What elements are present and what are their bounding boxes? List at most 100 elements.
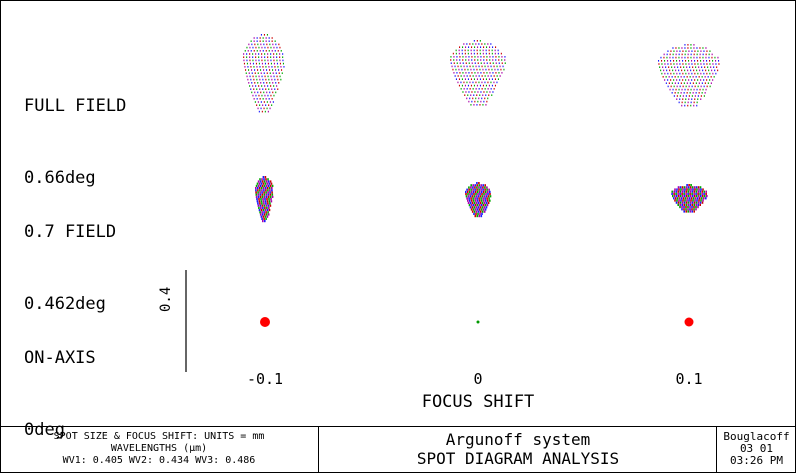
spot-ray bbox=[702, 88, 704, 91]
spot-ray bbox=[487, 201, 490, 204]
spot-ray bbox=[677, 203, 679, 206]
spot-ray bbox=[697, 63, 699, 65]
spot-ray bbox=[250, 88, 252, 90]
spot-ray bbox=[279, 62, 281, 65]
spot-ray bbox=[468, 204, 471, 207]
spot-ray bbox=[269, 193, 272, 196]
spot-ray bbox=[679, 85, 681, 88]
spot-ray bbox=[491, 52, 493, 55]
spot-ray bbox=[688, 72, 690, 75]
spot-ray bbox=[484, 186, 486, 189]
spot-ray bbox=[483, 72, 485, 74]
spot-ray bbox=[480, 208, 483, 211]
spot-ray bbox=[664, 79, 666, 81]
spot-ray bbox=[464, 49, 466, 52]
spot-ray bbox=[709, 85, 711, 88]
spot-ray bbox=[474, 188, 476, 191]
spot-ray bbox=[718, 60, 720, 62]
spot-ray bbox=[715, 60, 717, 62]
spot-ray bbox=[679, 50, 681, 52]
spot-ray bbox=[266, 72, 268, 74]
spot-ray bbox=[271, 195, 274, 198]
spot-ray bbox=[477, 199, 479, 202]
spot-ray bbox=[489, 56, 491, 58]
spot-ray bbox=[479, 49, 481, 52]
spot-ray bbox=[695, 201, 698, 204]
spot-ray bbox=[262, 182, 265, 185]
spot-ray bbox=[461, 52, 463, 55]
spot-ray bbox=[674, 82, 676, 84]
spot-ray bbox=[258, 198, 260, 201]
spot-ray bbox=[266, 69, 268, 71]
spot-ray bbox=[699, 56, 701, 59]
spot-ray bbox=[459, 62, 461, 64]
spot-ray bbox=[703, 50, 705, 52]
spot-ray bbox=[486, 72, 488, 74]
spot-ray bbox=[476, 186, 478, 189]
spot-ray bbox=[453, 72, 455, 74]
spot-ray bbox=[480, 204, 483, 207]
spot-ray bbox=[681, 53, 683, 56]
spot-ray bbox=[268, 66, 270, 68]
spot-ray bbox=[471, 199, 473, 202]
spot-ray bbox=[694, 95, 696, 97]
spot-ray bbox=[470, 78, 472, 80]
spot-ray bbox=[243, 56, 245, 58]
spot-ray bbox=[252, 94, 254, 97]
spot-ray bbox=[673, 72, 675, 75]
spot-ray bbox=[678, 53, 680, 56]
spot-ray bbox=[474, 72, 476, 74]
spot-ray bbox=[687, 208, 689, 211]
spot-ray bbox=[477, 62, 479, 64]
spot-ray bbox=[470, 208, 473, 211]
spot-ray bbox=[689, 76, 691, 78]
spot-ray bbox=[259, 202, 261, 205]
spot-ray bbox=[257, 101, 259, 103]
spot-ray bbox=[461, 84, 463, 87]
spot-ray bbox=[266, 200, 269, 203]
spot-ray bbox=[468, 62, 470, 64]
spot-ray bbox=[264, 85, 266, 87]
spot-ray bbox=[259, 50, 261, 52]
spot-ray bbox=[701, 201, 704, 204]
spot-ray bbox=[469, 97, 471, 100]
spot-ray bbox=[471, 100, 473, 103]
spot-ray bbox=[673, 63, 675, 65]
spot-ray bbox=[257, 204, 260, 207]
spot-ray bbox=[477, 210, 480, 213]
spot-ray bbox=[246, 53, 248, 55]
row-angle: 0.66deg bbox=[24, 168, 96, 188]
row-label-07-field: 0.7 FIELD 0.462deg bbox=[24, 172, 116, 364]
spot-ray bbox=[712, 60, 714, 62]
spot-ray bbox=[256, 198, 258, 201]
spot-ray bbox=[264, 94, 266, 97]
spot-ray bbox=[255, 53, 257, 55]
spot-ray bbox=[484, 188, 486, 191]
spot-ray bbox=[480, 184, 482, 187]
spot-ray bbox=[469, 81, 471, 84]
spot-ray bbox=[679, 186, 682, 189]
spot-ray bbox=[277, 78, 279, 81]
spot-ray bbox=[693, 208, 695, 211]
spot-ray bbox=[495, 72, 497, 74]
spot-ray bbox=[489, 91, 491, 93]
spot-ray bbox=[274, 88, 276, 90]
spot-ray bbox=[277, 50, 279, 52]
spot-ray bbox=[248, 72, 250, 74]
spot-ray bbox=[706, 60, 708, 62]
spot-ray bbox=[267, 46, 269, 49]
spot-ray bbox=[474, 91, 476, 93]
spot-ray bbox=[259, 98, 261, 100]
spot-ray bbox=[481, 97, 483, 100]
spot-ray bbox=[481, 199, 483, 202]
spot-ray bbox=[711, 56, 713, 59]
spot-ray bbox=[691, 190, 693, 193]
spot-ray bbox=[491, 49, 493, 52]
spot-ray bbox=[703, 63, 705, 65]
spot-ray bbox=[692, 199, 694, 202]
spot-ray bbox=[686, 188, 688, 191]
spot-ray bbox=[473, 212, 475, 215]
spot-ray bbox=[487, 193, 489, 196]
spot-ray bbox=[496, 81, 498, 84]
spot-ray bbox=[460, 88, 462, 90]
